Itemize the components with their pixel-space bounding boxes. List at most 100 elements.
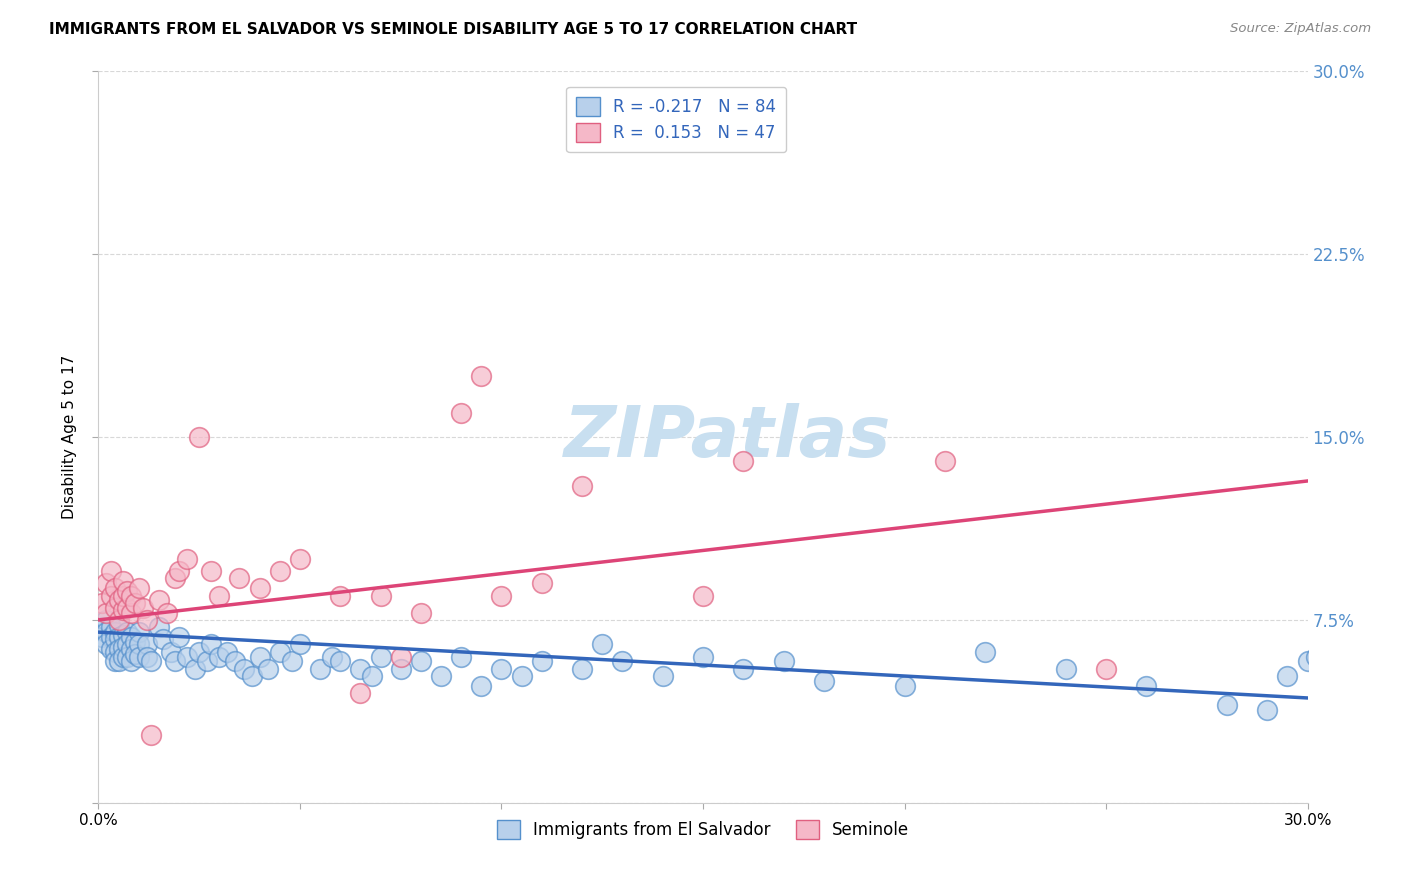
Point (128, 637, 150, 651)
Point (115, 600, 138, 615)
Point (107, 630, 129, 644)
Point (612, 654, 634, 668)
Point (100, 630, 122, 644)
Point (389, 649, 412, 664)
Point (148, 593, 170, 607)
Point (470, 679, 492, 693)
Point (135, 637, 157, 651)
Point (100, 589, 122, 603)
Point (163, 572, 186, 586)
Point (530, 654, 553, 668)
Point (240, 669, 263, 683)
Point (132, 600, 155, 615)
Point (200, 637, 222, 651)
Point (281, 654, 304, 668)
Point (120, 654, 142, 668)
Point (124, 596, 146, 610)
Point (571, 479, 593, 493)
Point (111, 640, 134, 654)
Point (111, 589, 134, 603)
Text: IMMIGRANTS FROM EL SALVADOR VS SEMINOLE DISABILITY AGE 5 TO 17 CORRELATION CHART: IMMIGRANTS FROM EL SALVADOR VS SEMINOLE … (49, 22, 858, 37)
Point (974, 645, 997, 659)
Point (128, 649, 150, 664)
Point (200, 564, 222, 578)
Point (139, 654, 162, 668)
Point (167, 564, 190, 578)
Point (107, 613, 129, 627)
Point (96, 613, 118, 627)
Point (510, 669, 533, 683)
Point (111, 627, 134, 641)
Point (100, 620, 122, 634)
Point (167, 630, 190, 644)
Point (135, 613, 157, 627)
Point (96, 637, 118, 651)
Point (470, 369, 492, 384)
Point (1277, 669, 1299, 683)
Point (91, 620, 114, 634)
Point (772, 654, 794, 668)
Point (115, 625, 138, 640)
Point (1305, 649, 1327, 664)
Point (329, 589, 352, 603)
Point (96, 625, 118, 640)
Point (103, 581, 125, 595)
Point (1135, 679, 1157, 693)
Point (349, 686, 371, 700)
Point (96, 576, 118, 591)
Point (321, 649, 343, 664)
Point (450, 649, 472, 664)
Point (1054, 662, 1077, 676)
Point (103, 625, 125, 640)
Point (135, 649, 157, 664)
Point (349, 662, 371, 676)
Point (361, 669, 384, 683)
Point (1256, 703, 1278, 717)
Point (651, 669, 673, 683)
Point (184, 662, 207, 676)
Point (100, 642, 122, 657)
Y-axis label: Disability Age 5 to 17: Disability Age 5 to 17 (62, 355, 77, 519)
Point (115, 583, 138, 598)
Point (188, 645, 211, 659)
Point (370, 649, 392, 664)
Point (224, 654, 246, 668)
Text: ZIPatlas: ZIPatlas (564, 402, 891, 472)
Point (120, 630, 142, 644)
Point (813, 673, 835, 688)
Point (591, 637, 613, 651)
Point (128, 581, 150, 595)
Point (288, 637, 311, 651)
Point (893, 679, 915, 693)
Point (208, 649, 231, 664)
Point (91, 630, 114, 644)
Point (1296, 654, 1319, 668)
Point (491, 662, 513, 676)
Point (139, 727, 162, 741)
Point (107, 593, 129, 607)
Point (188, 430, 211, 444)
Point (249, 581, 271, 595)
Point (128, 625, 150, 640)
Point (409, 654, 432, 668)
Point (256, 662, 278, 676)
Point (115, 637, 138, 651)
Point (208, 589, 231, 603)
Point (733, 454, 755, 468)
Point (107, 617, 129, 632)
Point (156, 606, 179, 620)
Point (269, 645, 291, 659)
Point (176, 552, 198, 566)
Point (160, 645, 183, 659)
Point (269, 564, 291, 578)
Point (111, 603, 134, 617)
Point (176, 649, 198, 664)
Point (91, 596, 114, 610)
Point (733, 662, 755, 676)
Point (124, 635, 146, 649)
Point (309, 662, 332, 676)
Point (163, 654, 186, 668)
Point (409, 606, 432, 620)
Point (124, 647, 146, 661)
Point (232, 662, 254, 676)
